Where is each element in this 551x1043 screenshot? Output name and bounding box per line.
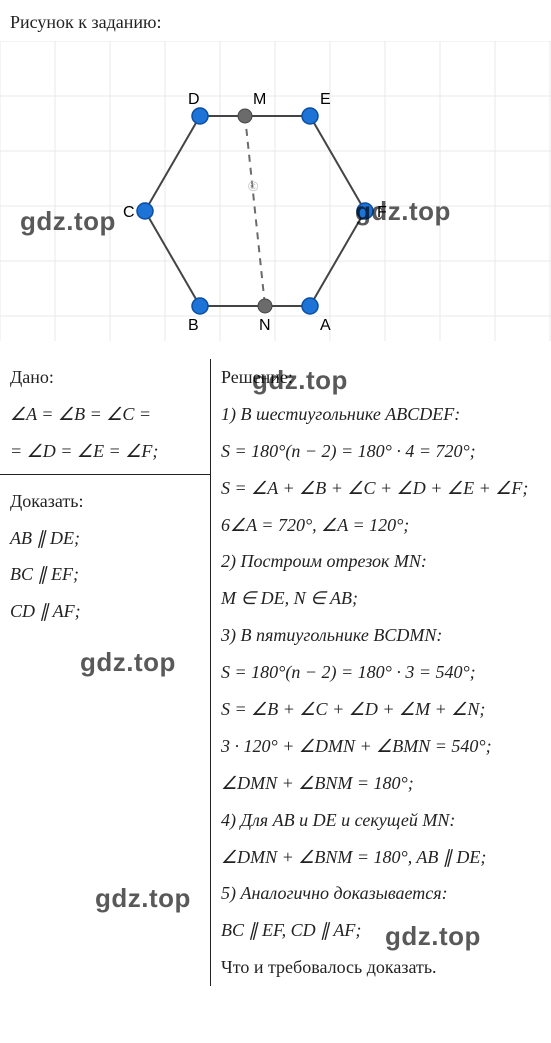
- sol-line-5: 2) Построим отрезок MN:: [221, 543, 545, 580]
- sol-line-8: S = 180°(n − 2) = 180° ∙ 3 = 540°;: [221, 654, 545, 691]
- sol-line-11: ∠DMN + ∠BNM = 180°;: [221, 765, 545, 802]
- svg-text:A: A: [320, 317, 331, 334]
- svg-text:B: B: [188, 317, 199, 334]
- svg-text:M: M: [253, 91, 266, 108]
- diagram-area: ©MNDECFBA gdz.top gdz.top: [0, 41, 551, 341]
- task-title: Рисунок к заданию:: [0, 0, 551, 41]
- svg-text:©: ©: [248, 178, 259, 194]
- given-line-2: = ∠D = ∠E = ∠F;: [10, 433, 202, 470]
- sol-line-10: 3 ∙ 120° + ∠DMN + ∠BMN = 540°;: [221, 728, 545, 765]
- sol-line-13: ∠DMN + ∠BNM = 180°, AB ∥ DE;: [221, 839, 545, 876]
- heading-prove: Доказать:: [10, 483, 202, 520]
- svg-text:F: F: [377, 204, 387, 221]
- prove-line-2: BC ∥ EF;: [10, 556, 202, 593]
- sol-line-14: 5) Аналогично доказывается:: [221, 875, 545, 912]
- heading-solution: Решение:: [221, 359, 545, 396]
- sol-line-7: 3) В пятиугольнике BCDMN:: [221, 617, 545, 654]
- solution-block: Дано: ∠A = ∠B = ∠C = = ∠D = ∠E = ∠F; Док…: [0, 341, 551, 996]
- svg-text:E: E: [320, 91, 331, 108]
- given-separator: [0, 474, 210, 475]
- heading-given: Дано:: [10, 359, 202, 396]
- sol-line-12: 4) Для AB и DE и секущей MN:: [221, 802, 545, 839]
- sol-line-2: S = 180°(n − 2) = 180° ∙ 4 = 720°;: [221, 433, 545, 470]
- svg-text:D: D: [188, 91, 200, 108]
- given-column: Дано: ∠A = ∠B = ∠C = = ∠D = ∠E = ∠F; Док…: [10, 359, 210, 986]
- sol-line-6: M ∈ DE, N ∈ AB;: [221, 580, 545, 617]
- solution-column: Решение: 1) В шестиугольнике ABCDEF: S =…: [210, 359, 545, 986]
- hexagon-diagram: © M N D E C F B A: [0, 41, 551, 341]
- sol-line-4: 6∠A = 720°, ∠A = 120°;: [221, 507, 545, 544]
- sol-line-3: S = ∠A + ∠B + ∠C + ∠D + ∠E + ∠F;: [221, 470, 545, 507]
- sol-line-15: BC ∥ EF, CD ∥ AF;: [221, 912, 545, 949]
- sol-line-9: S = ∠B + ∠C + ∠D + ∠M + ∠N;: [221, 691, 545, 728]
- given-line-1: ∠A = ∠B = ∠C =: [10, 396, 202, 433]
- svg-text:N: N: [259, 317, 271, 334]
- prove-line-1: AB ∥ DE;: [10, 520, 202, 557]
- svg-text:C: C: [123, 204, 135, 221]
- sol-line-1: 1) В шестиугольнике ABCDEF:: [221, 396, 545, 433]
- sol-line-16: Что и требовалось доказать.: [221, 949, 545, 986]
- prove-line-3: CD ∥ AF;: [10, 593, 202, 630]
